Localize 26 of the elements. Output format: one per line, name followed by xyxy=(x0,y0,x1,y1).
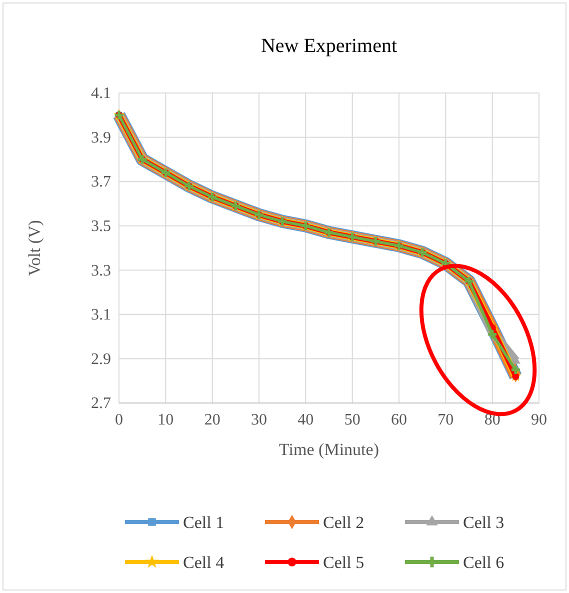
legend-label: Cell 5 xyxy=(323,553,364,572)
y-tick-label: 2.7 xyxy=(91,395,111,412)
x-tick-label: 60 xyxy=(391,411,407,428)
legend-label: Cell 2 xyxy=(323,513,364,532)
y-tick-label: 2.9 xyxy=(91,350,111,368)
x-tick-label: 70 xyxy=(438,411,454,428)
legend-label: Cell 4 xyxy=(183,553,225,572)
x-tick-label: 10 xyxy=(158,411,174,428)
y-tick-label: 3.1 xyxy=(91,306,111,324)
y-tick-label: 3.5 xyxy=(91,218,111,235)
legend-label: Cell 6 xyxy=(463,553,504,572)
x-tick-label: 40 xyxy=(298,411,314,428)
legend-label: Cell 1 xyxy=(183,513,224,532)
x-tick-label: 0 xyxy=(115,411,123,428)
x-axis-title: Time (Minute) xyxy=(279,440,379,459)
x-tick-label: 50 xyxy=(344,411,360,428)
y-tick-label: 3.9 xyxy=(91,129,111,146)
legend-label: Cell 3 xyxy=(463,513,504,532)
x-tick-label: 30 xyxy=(251,411,267,428)
x-tick-label: 90 xyxy=(531,411,547,428)
y-tick-label: 3.7 xyxy=(91,174,111,191)
y-axis-title: Volt (V) xyxy=(25,220,44,276)
x-tick-label: 20 xyxy=(204,411,220,428)
chart-title: New Experiment xyxy=(260,35,398,57)
y-tick-label: 4.1 xyxy=(91,85,111,102)
y-tick-label: 3.3 xyxy=(91,262,111,280)
